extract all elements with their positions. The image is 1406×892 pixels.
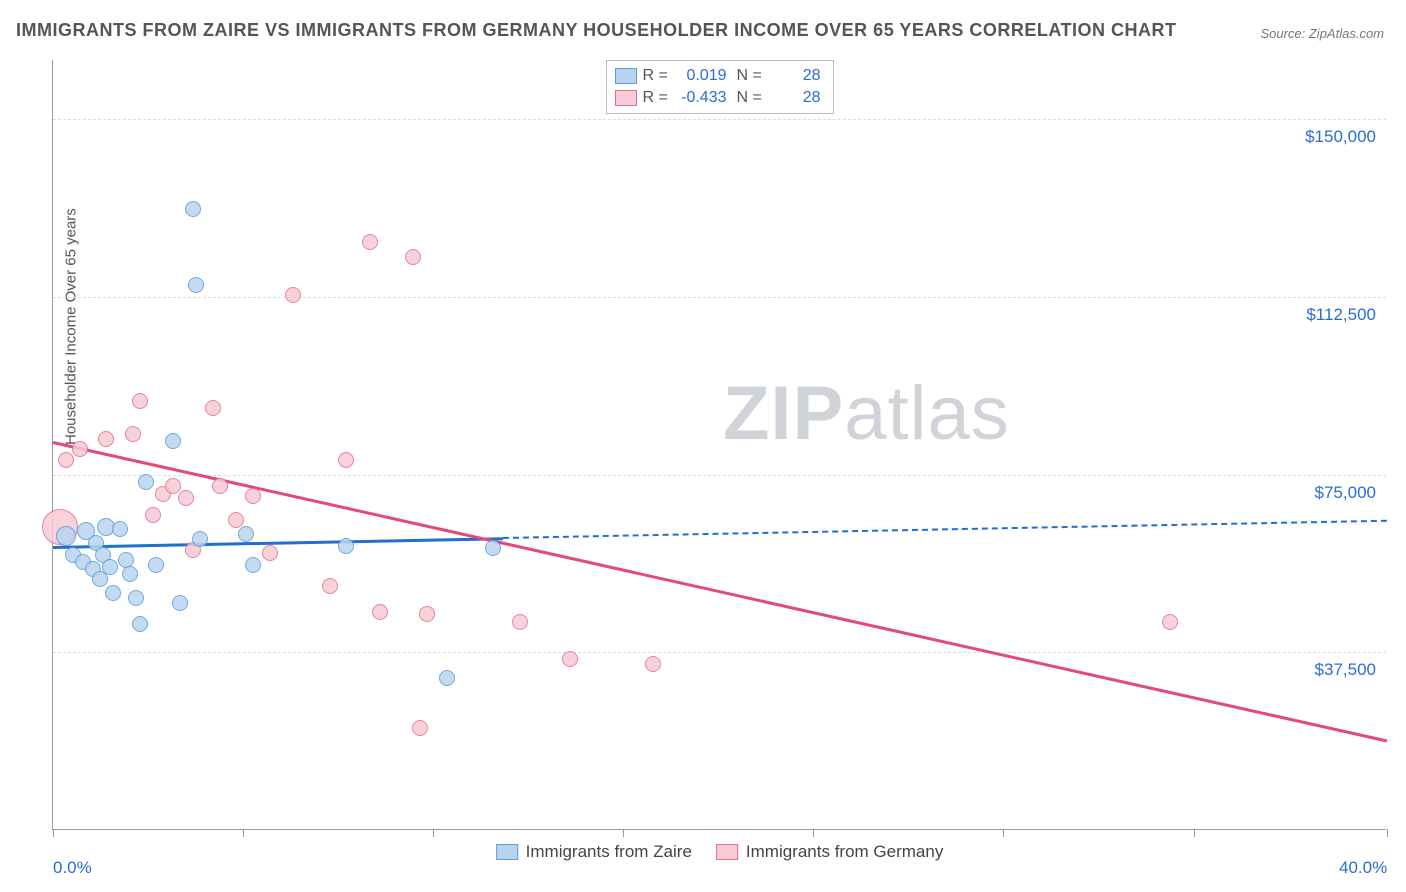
data-point bbox=[188, 277, 204, 293]
data-point bbox=[205, 400, 221, 416]
legend-n-value: 28 bbox=[773, 89, 825, 107]
legend-swatch bbox=[716, 844, 738, 860]
chart-title: IMMIGRANTS FROM ZAIRE VS IMMIGRANTS FROM… bbox=[16, 20, 1177, 41]
data-point bbox=[512, 614, 528, 630]
data-point bbox=[98, 431, 114, 447]
x-tick bbox=[243, 829, 244, 837]
data-point bbox=[132, 393, 148, 409]
legend-n-key: N = bbox=[737, 67, 767, 85]
trend-line bbox=[53, 537, 503, 548]
data-point bbox=[72, 441, 88, 457]
legend-r-value: -0.433 bbox=[679, 89, 731, 107]
data-point bbox=[372, 604, 388, 620]
data-point bbox=[122, 566, 138, 582]
data-point bbox=[185, 201, 201, 217]
legend-item: Immigrants from Germany bbox=[716, 842, 943, 862]
data-point bbox=[105, 585, 121, 601]
legend-r-key: R = bbox=[643, 67, 673, 85]
legend-correlation: R = 0.019 N = 28 R = -0.433 N = 28 bbox=[606, 60, 834, 114]
legend-n-key: N = bbox=[737, 89, 767, 107]
x-tick bbox=[1194, 829, 1195, 837]
data-point bbox=[192, 531, 208, 547]
x-tick-label: 0.0% bbox=[53, 858, 92, 878]
x-tick bbox=[433, 829, 434, 837]
data-point bbox=[145, 507, 161, 523]
legend-row: R = -0.433 N = 28 bbox=[615, 87, 825, 109]
data-point bbox=[262, 545, 278, 561]
x-tick bbox=[623, 829, 624, 837]
data-point bbox=[212, 478, 228, 494]
legend-series: Immigrants from Zaire Immigrants from Ger… bbox=[496, 842, 944, 862]
data-point bbox=[285, 287, 301, 303]
data-point bbox=[128, 590, 144, 606]
y-tick-label: $150,000 bbox=[1305, 127, 1376, 147]
data-point bbox=[148, 557, 164, 573]
data-point bbox=[125, 426, 141, 442]
data-point bbox=[178, 490, 194, 506]
data-point bbox=[562, 651, 578, 667]
data-point bbox=[485, 540, 501, 556]
y-tick-label: $37,500 bbox=[1315, 660, 1376, 680]
legend-item: Immigrants from Zaire bbox=[496, 842, 692, 862]
data-point bbox=[338, 452, 354, 468]
data-point bbox=[245, 488, 261, 504]
watermark: ZIPatlas bbox=[723, 370, 1010, 457]
data-point bbox=[132, 616, 148, 632]
data-point bbox=[112, 521, 128, 537]
legend-r-value: 0.019 bbox=[679, 67, 731, 85]
trend-line bbox=[53, 441, 1388, 742]
legend-n-value: 28 bbox=[773, 67, 825, 85]
legend-swatch bbox=[615, 90, 637, 106]
gridline-h bbox=[53, 652, 1386, 653]
x-tick-label: 40.0% bbox=[1339, 858, 1387, 878]
data-point bbox=[102, 559, 118, 575]
source-label: Source: ZipAtlas.com bbox=[1260, 26, 1384, 41]
trend-line bbox=[503, 520, 1387, 539]
y-tick-label: $75,000 bbox=[1315, 483, 1376, 503]
legend-swatch bbox=[615, 68, 637, 84]
data-point bbox=[439, 670, 455, 686]
data-point bbox=[412, 720, 428, 736]
x-tick bbox=[813, 829, 814, 837]
gridline-h bbox=[53, 119, 1386, 120]
data-point bbox=[419, 606, 435, 622]
data-point bbox=[228, 512, 244, 528]
data-point bbox=[645, 656, 661, 672]
gridline-h bbox=[53, 475, 1386, 476]
legend-label: Immigrants from Germany bbox=[746, 842, 943, 862]
data-point bbox=[362, 234, 378, 250]
legend-swatch bbox=[496, 844, 518, 860]
x-tick bbox=[1387, 829, 1388, 837]
data-point bbox=[165, 433, 181, 449]
legend-label: Immigrants from Zaire bbox=[526, 842, 692, 862]
legend-r-key: R = bbox=[643, 89, 673, 107]
data-point bbox=[58, 452, 74, 468]
data-point bbox=[245, 557, 261, 573]
legend-row: R = 0.019 N = 28 bbox=[615, 65, 825, 87]
gridline-h bbox=[53, 297, 1386, 298]
data-point bbox=[56, 526, 76, 546]
data-point bbox=[322, 578, 338, 594]
chart-plot-area: Householder Income Over 65 years ZIPatla… bbox=[52, 60, 1386, 830]
data-point bbox=[165, 478, 181, 494]
data-point bbox=[338, 538, 354, 554]
x-tick bbox=[53, 829, 54, 837]
data-point bbox=[172, 595, 188, 611]
data-point bbox=[238, 526, 254, 542]
data-point bbox=[405, 249, 421, 265]
x-tick bbox=[1003, 829, 1004, 837]
y-tick-label: $112,500 bbox=[1306, 305, 1376, 325]
data-point bbox=[138, 474, 154, 490]
data-point bbox=[1162, 614, 1178, 630]
y-axis-label: Householder Income Over 65 years bbox=[63, 208, 80, 445]
